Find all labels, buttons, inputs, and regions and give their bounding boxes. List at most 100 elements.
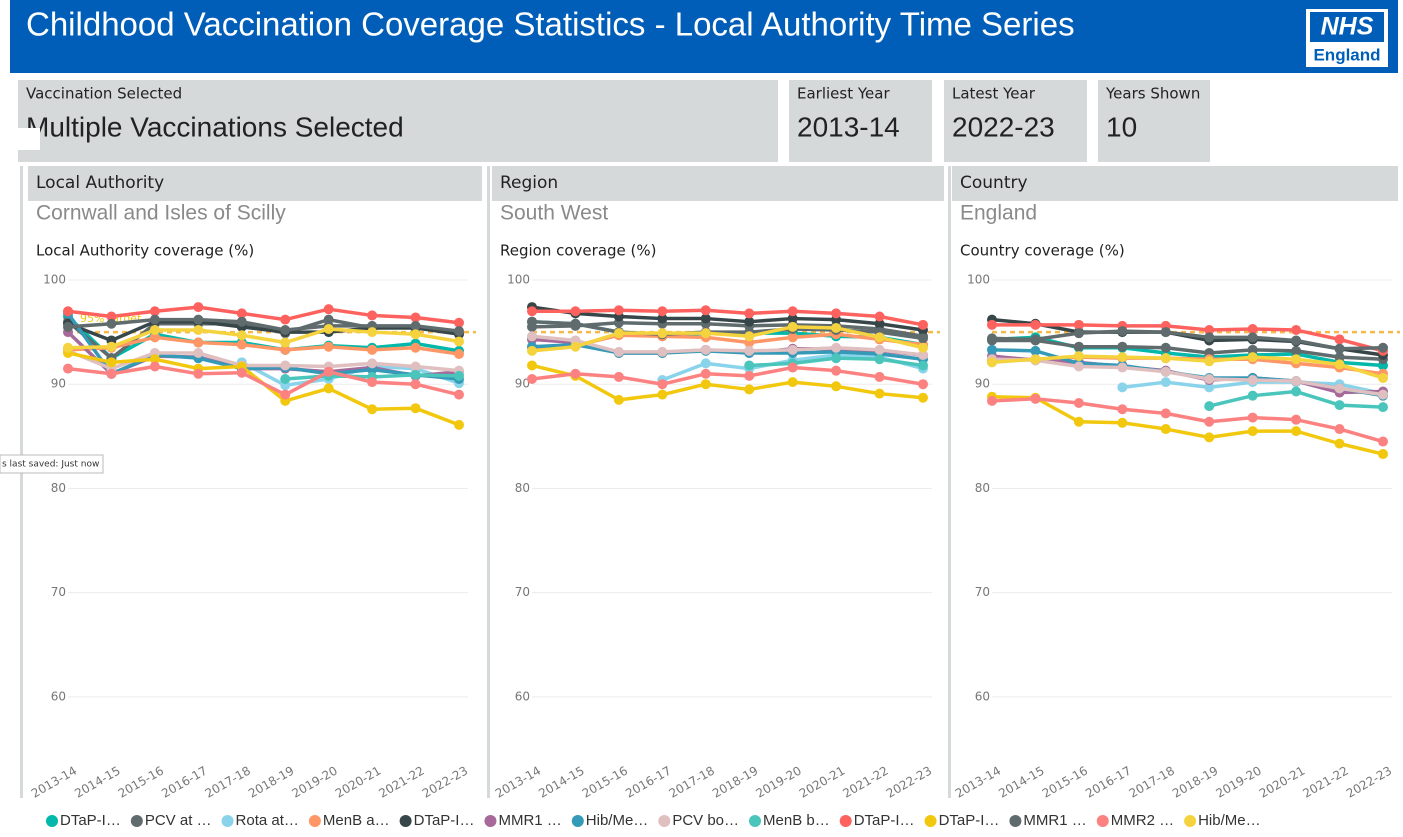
card-label: Years Shown — [1105, 85, 1200, 103]
data-point — [236, 339, 247, 350]
data-point — [193, 302, 204, 313]
data-point — [454, 348, 464, 359]
x-tick-label: 2015-16 — [1040, 764, 1090, 801]
data-point — [787, 321, 798, 332]
data-point — [700, 328, 711, 339]
separator — [487, 166, 490, 798]
data-point — [1030, 393, 1041, 404]
x-tick-label: 2013-14 — [29, 764, 79, 801]
data-point — [787, 362, 798, 373]
data-point — [1073, 319, 1084, 330]
data-point — [1204, 325, 1215, 336]
header-title: Childhood Vaccination Coverage Statistic… — [26, 6, 1075, 43]
data-point — [831, 381, 842, 392]
data-point — [1334, 383, 1345, 394]
y-tick-label: 100 — [507, 273, 530, 287]
data-point — [1160, 327, 1171, 338]
x-tick-label: 2022-23 — [420, 764, 470, 801]
data-point — [280, 314, 291, 325]
data-point — [1247, 332, 1258, 343]
y-tick-label: 80 — [975, 481, 990, 495]
legend-label: Rota at… — [236, 812, 299, 829]
data-point — [527, 316, 537, 327]
card — [944, 80, 1087, 162]
legend-marker — [399, 815, 412, 827]
data-point — [410, 379, 421, 390]
data-point — [918, 342, 928, 353]
legend-marker — [749, 815, 762, 827]
series-line — [531, 334, 924, 357]
data-point — [1334, 343, 1345, 354]
y-tick-label: 100 — [967, 273, 990, 287]
data-point — [1117, 362, 1128, 373]
data-point — [1160, 353, 1171, 364]
data-point — [106, 341, 117, 352]
data-point — [1204, 416, 1215, 427]
data-point — [1247, 426, 1258, 437]
legend-label: MenB b… — [763, 812, 830, 829]
data-point — [1073, 351, 1084, 362]
data-point — [1204, 374, 1215, 385]
card-value: 2022-23 — [952, 111, 1055, 142]
data-point — [63, 306, 73, 317]
data-point — [280, 344, 291, 355]
data-point — [613, 305, 624, 316]
data-point — [874, 318, 885, 329]
data-point — [700, 344, 711, 355]
data-point — [1291, 426, 1302, 437]
data-point — [236, 330, 247, 341]
logo-inner — [1310, 12, 1384, 42]
data-point — [323, 383, 334, 394]
data-point — [570, 368, 581, 379]
x-tick-label: 2021-22 — [1300, 764, 1350, 801]
data-point — [918, 350, 928, 361]
y-tick-label: 60 — [515, 689, 530, 703]
data-point — [918, 319, 928, 330]
x-tick-label: 2017-18 — [1127, 764, 1177, 801]
data-point — [1160, 366, 1171, 377]
data-point — [700, 368, 711, 379]
data-point — [657, 389, 668, 400]
data-point — [106, 318, 117, 329]
x-tick-label: 2020-21 — [1257, 764, 1307, 801]
data-point — [106, 311, 117, 322]
data-point — [1117, 417, 1128, 428]
card — [789, 80, 932, 162]
legend-label: DTaP-I… — [939, 812, 1000, 829]
panel-level: Country — [960, 173, 1028, 193]
data-point — [1117, 352, 1128, 363]
data-point — [193, 314, 204, 325]
data-point — [410, 312, 421, 323]
data-point — [613, 328, 624, 339]
data-point — [1030, 354, 1041, 365]
data-point — [787, 306, 798, 317]
data-point — [700, 379, 711, 390]
data-point — [1291, 325, 1302, 336]
data-point — [1378, 342, 1388, 353]
data-point — [744, 331, 755, 342]
data-point — [527, 360, 537, 371]
legend-label: MMR1 … — [498, 812, 561, 829]
panel-header — [492, 166, 944, 201]
y-tick-label: 90 — [51, 377, 66, 391]
legend-marker — [658, 815, 671, 827]
data-point — [367, 358, 378, 369]
data-point — [410, 320, 421, 331]
series-line — [531, 320, 924, 339]
x-tick-label: 2020-21 — [333, 764, 383, 801]
data-point — [1073, 416, 1084, 427]
data-point — [1334, 359, 1345, 370]
data-point — [149, 306, 160, 317]
data-point — [367, 404, 378, 415]
data-point — [149, 314, 160, 325]
data-point — [193, 337, 204, 348]
data-point — [1030, 319, 1041, 330]
data-point — [410, 342, 421, 353]
series-line — [532, 308, 924, 327]
data-point — [1073, 341, 1084, 352]
x-tick-label: 2014-15 — [536, 764, 586, 801]
data-point — [1204, 401, 1215, 412]
data-point — [1378, 372, 1388, 383]
series-line — [67, 305, 460, 325]
